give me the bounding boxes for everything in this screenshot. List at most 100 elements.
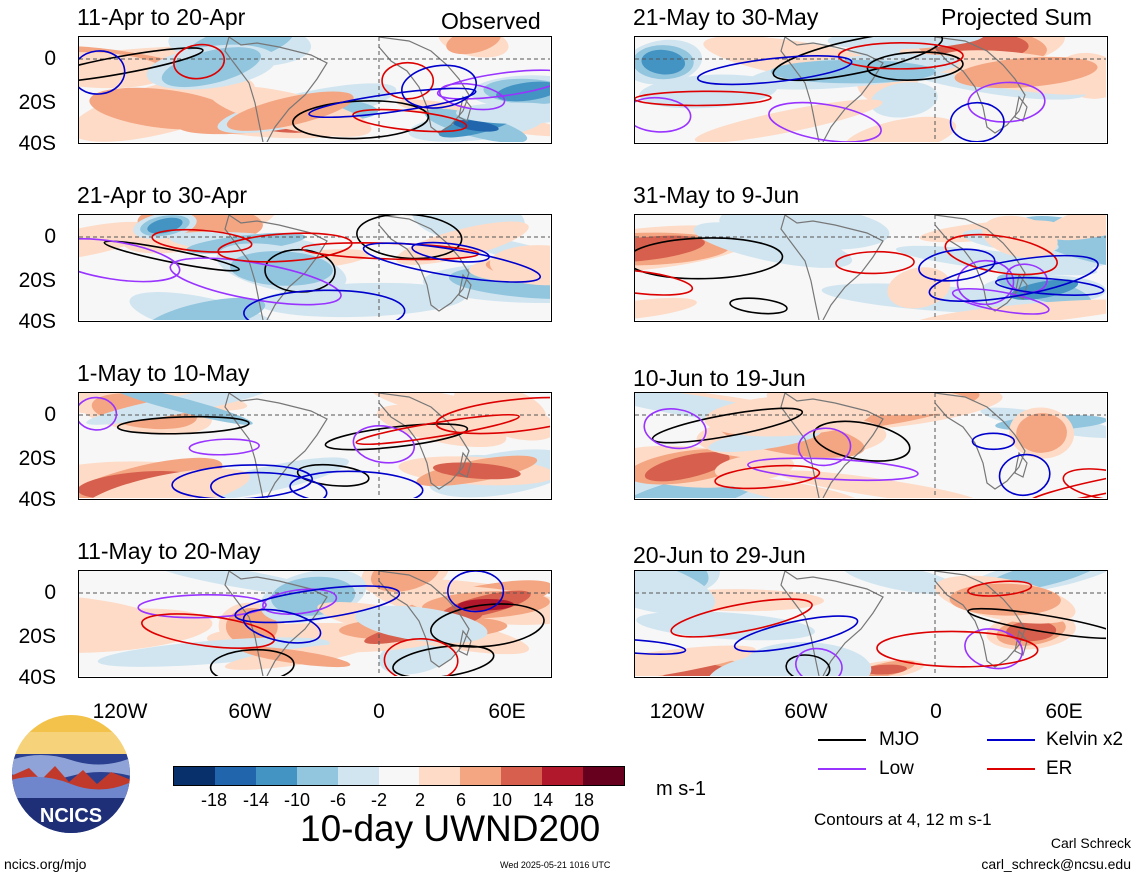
- anomaly-shading: [693, 222, 853, 268]
- contour-mjo: [292, 100, 430, 140]
- reference-lines: [79, 393, 550, 498]
- colorbar-label-1: -18: [200, 790, 228, 810]
- contour-low: [747, 457, 919, 482]
- y-tick-0-row3: 0: [44, 403, 56, 426]
- logo-text: NCICS: [40, 805, 102, 827]
- contour-mjo: [866, 51, 964, 81]
- contour-kelvin: [171, 464, 313, 498]
- units-label: m s-1: [656, 778, 706, 800]
- anomaly-shading: [694, 99, 883, 142]
- y-tick-20s-row2: 20S: [18, 269, 56, 292]
- contour-low: [137, 593, 267, 619]
- legend-line-kelvin: [987, 739, 1035, 741]
- y-tick-0-row2: 0: [44, 225, 56, 248]
- reference-lines: [79, 37, 550, 142]
- contour-er: [435, 396, 550, 435]
- contour-er: [670, 598, 813, 638]
- map-panel-right-1: [634, 36, 1108, 144]
- contour-er: [1062, 468, 1106, 498]
- site-link[interactable]: ncics.org/mjo: [4, 856, 87, 872]
- contour-low: [188, 438, 260, 456]
- map-panel-right-3: [634, 392, 1108, 500]
- colorbar-label-5: -2: [370, 790, 388, 810]
- contour-kelvin: [696, 55, 853, 86]
- contour-kelvin: [79, 50, 126, 95]
- contour-mjo: [296, 463, 370, 487]
- colorbar-label-2: -14: [242, 790, 270, 810]
- anomaly-shading: [704, 394, 873, 437]
- contour-kelvin: [308, 87, 477, 119]
- coastlines: [780, 215, 1028, 320]
- contour-er: [635, 90, 772, 107]
- main-title: 10-day UWND200: [300, 808, 601, 849]
- legend-line-mjo: [818, 739, 866, 741]
- anomaly-shading: [635, 39, 703, 85]
- contour-mjo: [209, 648, 295, 676]
- colorbar-label-7: 6: [455, 790, 467, 810]
- x-tick-0-right: 0: [930, 700, 942, 723]
- contour-low: [262, 588, 338, 615]
- anomaly-shading: [396, 221, 529, 265]
- colorbar: [173, 766, 625, 786]
- legend-label-mjo: MJO: [879, 729, 920, 750]
- contour-mjo: [324, 423, 469, 451]
- contour-er: [1027, 467, 1106, 498]
- y-tick-0-row4: 0: [44, 581, 56, 604]
- contour-low: [79, 238, 181, 283]
- contour-mjo: [651, 407, 804, 444]
- contour-er: [635, 268, 694, 296]
- contour-kelvin: [210, 471, 328, 498]
- x-tick-120w-right: 120W: [649, 700, 705, 723]
- coastlines: [224, 571, 472, 676]
- x-tick-0-left: 0: [373, 700, 385, 723]
- contour-mjo: [635, 237, 784, 280]
- legend-label-kelvin: Kelvin x2: [1046, 729, 1124, 750]
- contour-kelvin: [447, 571, 505, 613]
- contour-mjo: [356, 215, 463, 260]
- x-tick-60e-right: 60E: [1045, 700, 1083, 723]
- colorbar-segment-1: [174, 767, 215, 785]
- contour-low: [768, 101, 882, 142]
- contour-er: [352, 108, 468, 133]
- contour-low: [643, 408, 707, 450]
- colorbar-segment-9: [501, 767, 543, 785]
- contour-kelvin: [998, 453, 1051, 497]
- y-tick-40s-row1: 40S: [18, 132, 56, 155]
- anomaly-shading: [489, 245, 550, 286]
- anomaly-shading: [635, 571, 716, 616]
- anomaly-shading: [934, 50, 1106, 95]
- anomaly-shading: [79, 221, 155, 261]
- contour-mjo: [729, 297, 788, 315]
- contour-low: [795, 647, 843, 676]
- contour-low: [352, 425, 416, 464]
- contour-kelvin: [949, 101, 1005, 142]
- panel-title-left-4: 11-May to 20-May: [77, 538, 261, 564]
- author-email: carl_schreck@ncsu.edu: [981, 856, 1131, 872]
- anomaly-shading: [129, 292, 282, 320]
- contour-kelvin: [289, 470, 424, 498]
- reference-lines: [635, 37, 1106, 142]
- x-tick-60w-left: 60W: [228, 700, 272, 723]
- contour-low: [956, 259, 1015, 306]
- colorbar-segment-3: [255, 767, 297, 785]
- colorbar-label-3: -10: [283, 790, 311, 810]
- y-tick-40s-row3: 40S: [18, 488, 56, 511]
- colorbar-label-9: 14: [532, 790, 554, 810]
- reference-lines: [635, 571, 1106, 676]
- legend-label-low: Low: [879, 758, 914, 779]
- anomaly-shading: [1009, 407, 1075, 459]
- colorbar-segment-2: [214, 767, 256, 785]
- contour-kelvin: [635, 638, 687, 655]
- map-panel-left-2: [78, 214, 552, 322]
- y-tick-20s-row1: 20S: [18, 91, 56, 114]
- colorbar-segment-7: [419, 767, 461, 785]
- contour-low: [635, 96, 692, 133]
- x-tick-60w-right: 60W: [784, 700, 828, 723]
- contour-kelvin: [242, 608, 322, 644]
- contour-kelvin: [928, 254, 1099, 302]
- contour-low: [438, 82, 506, 111]
- anomaly-shading: [86, 393, 275, 425]
- anomaly-shading: [843, 116, 957, 142]
- coastlines: [780, 37, 1028, 142]
- observed-label: Observed: [441, 8, 541, 34]
